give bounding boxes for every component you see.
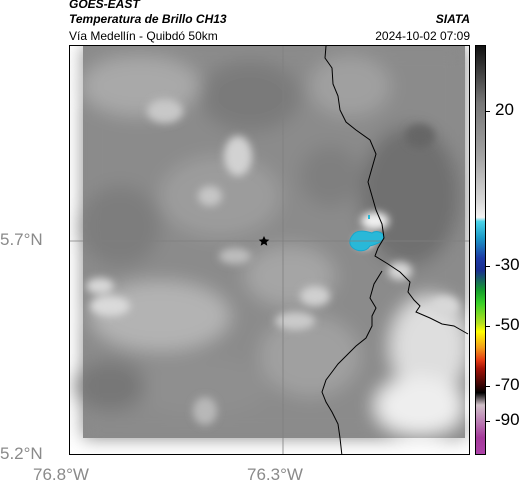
colorbar-label: -50 (495, 315, 520, 334)
lon-tick-label: 76.3°W (247, 465, 303, 484)
datetime-label: 2024-10-02 07:09 (375, 29, 470, 43)
colorbar-tick (486, 421, 490, 422)
colorbar-label: -70 (495, 375, 520, 394)
lon-tick-label: 76.8°W (33, 465, 89, 484)
nodata-bottom (70, 438, 469, 454)
nodata-right (465, 46, 469, 454)
location-star-icon (258, 236, 270, 246)
colorbar-label: -90 (495, 410, 520, 429)
cloud-field (75, 46, 469, 438)
lat-tick-label: 5.2°N (0, 444, 43, 463)
satellite-title: GOES-EAST (69, 0, 140, 11)
organization-label: SIATA (435, 12, 470, 26)
colorbar-tick (486, 266, 490, 267)
nodata-left (70, 46, 83, 454)
cold-cloud-speck (368, 215, 370, 219)
colorbar-tick (486, 326, 490, 327)
colorbar-tick (486, 386, 490, 387)
colorbar-label: -30 (495, 255, 520, 274)
colorbar (475, 45, 486, 455)
product-title: Temperatura de Brillo CH13 (69, 12, 227, 26)
lat-tick-label: 5.7°N (0, 230, 43, 249)
boundary-line (321, 46, 469, 454)
colorbar-label: 20 (495, 100, 514, 119)
satellite-map[interactable] (69, 45, 470, 455)
map-canvas (70, 46, 469, 454)
route-subtitle: Vía Medellín - Quibdó 50km (69, 29, 218, 43)
colorbar-tick (486, 111, 490, 112)
